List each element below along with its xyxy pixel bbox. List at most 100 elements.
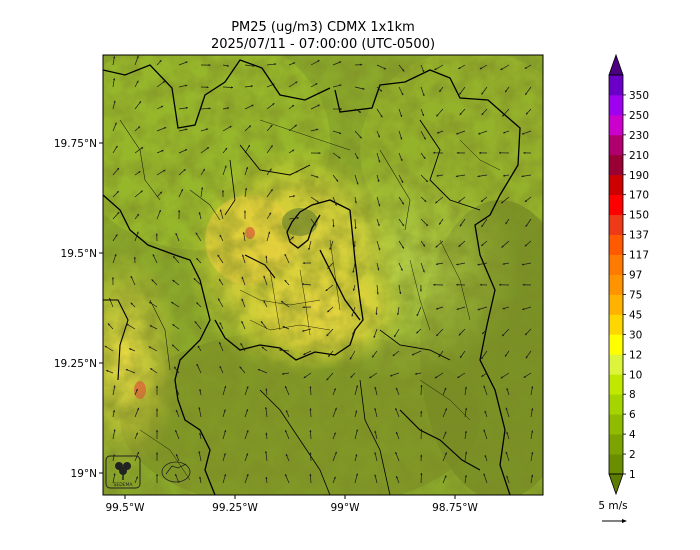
wind-vector-head [355, 473, 359, 476]
colorbar-segment [609, 434, 623, 455]
wind-vector-head [130, 275, 133, 279]
wind-vector-head [219, 342, 221, 345]
wind-vector-head [309, 473, 312, 476]
wind-vector-head [221, 190, 225, 193]
admin-boundaries [103, 59, 521, 495]
wind-vector-head [425, 179, 428, 183]
wind-vector-head [525, 356, 528, 359]
y-tick-label: 19.5°N [61, 248, 97, 260]
wind-vector-head [201, 187, 204, 190]
wind-vector-head [243, 210, 247, 213]
wind-vector-head [198, 212, 201, 215]
wind-vector-head [284, 280, 287, 283]
x-tick-label: 99.25°W [212, 502, 258, 514]
colorbar-segment [609, 294, 623, 315]
wind-vector-head [423, 244, 426, 247]
x-tick-label: 99°W [331, 502, 361, 514]
wind-vector-head [531, 452, 534, 455]
colorbar-label: 210 [629, 150, 649, 162]
wind-vector-head [155, 452, 159, 455]
wind-vector-head [161, 149, 164, 152]
wind-vector-head [522, 283, 525, 286]
wind-vector-head [456, 283, 459, 286]
wind-vector-head [334, 203, 337, 206]
colorbar-label: 10 [629, 369, 642, 381]
colorbar-segment [609, 454, 623, 475]
wind-vector-head [217, 254, 220, 257]
colorbar-max-extension [608, 53, 624, 76]
wind-vector-head [459, 224, 462, 227]
colorbar-segment [609, 174, 623, 196]
colorbar-segment [609, 334, 623, 355]
wind-key-label: 5 m/s [598, 500, 627, 512]
wind-vector-head [374, 474, 377, 477]
wind-vector-head [477, 263, 480, 266]
colorbar: 1246810123045759711713715017019021023025… [608, 53, 649, 496]
x-tick-label: 98.75°W [432, 502, 478, 514]
wind-vector-head [524, 244, 528, 247]
wind-vector-head [402, 69, 405, 72]
wind-vector-head [159, 60, 162, 63]
wind-vector-head [336, 179, 339, 182]
wind-vector-head [436, 262, 439, 266]
wind-vector-head [193, 278, 196, 281]
wind-vector-head [355, 429, 359, 432]
wind-vector-head [136, 55, 139, 58]
wind-vector-head [374, 430, 377, 433]
wind-vector-head [483, 473, 486, 476]
wind-vector-head [459, 92, 462, 95]
wind-vector-head [481, 224, 484, 227]
wind-vector-head [195, 232, 198, 235]
wind-vector-head [226, 64, 229, 67]
wind-vector-head [394, 334, 397, 338]
wind-vector-head [377, 268, 380, 271]
wind-vector-head [501, 201, 504, 204]
wind-vector-head [291, 149, 295, 152]
wind-vector-head [396, 476, 399, 479]
wind-vector-head [229, 125, 232, 128]
wind-vector-head [400, 114, 403, 118]
wind-vector-head [378, 248, 381, 251]
wind-vector-head [422, 70, 425, 73]
wind-vector-head [525, 333, 528, 336]
wind-vector-head [315, 83, 318, 86]
wind-vector-head [401, 202, 404, 205]
wind-vector-head [174, 366, 177, 369]
wind-vector-head [481, 92, 484, 95]
wind-vector-head [350, 375, 353, 378]
wind-vector-head [435, 201, 438, 204]
wind-vector-head [458, 200, 461, 203]
wind-vector-head [136, 231, 139, 234]
wind-vector-head [218, 298, 221, 301]
wind-vector-head [224, 429, 227, 433]
wind-vector-head [281, 301, 284, 304]
wind-vector-head [524, 199, 527, 202]
wind-vector-head [480, 199, 484, 202]
wind-vector-head [465, 407, 468, 410]
wind-vector-head [247, 144, 250, 148]
wind-vector-head [197, 345, 200, 348]
wind-vector-head [401, 246, 404, 249]
wind-vector-head [109, 298, 112, 301]
wind-vector-head [354, 226, 357, 229]
wind-vector-head [401, 180, 404, 183]
wind-vector-head [316, 128, 319, 131]
wind-vector-head [375, 312, 378, 315]
wind-vector-head [178, 209, 181, 212]
wind-vector-head [246, 474, 249, 477]
wind-vector-head [402, 223, 404, 227]
wind-vector-head [506, 431, 509, 435]
wind-vector-head [261, 346, 264, 349]
wind-vector-head [270, 189, 273, 192]
wind-vector-head [444, 431, 447, 434]
wind-vector-head [444, 475, 447, 478]
wind-vector-head [114, 253, 117, 257]
wind-vector-head [500, 376, 503, 379]
wind-vector-head [265, 388, 268, 391]
wind-vector-head [227, 107, 230, 110]
wind-vector-head [390, 374, 393, 377]
wind-vector-head [291, 236, 294, 239]
wind-vector-head [425, 223, 429, 226]
wind-vector-head [284, 385, 287, 389]
